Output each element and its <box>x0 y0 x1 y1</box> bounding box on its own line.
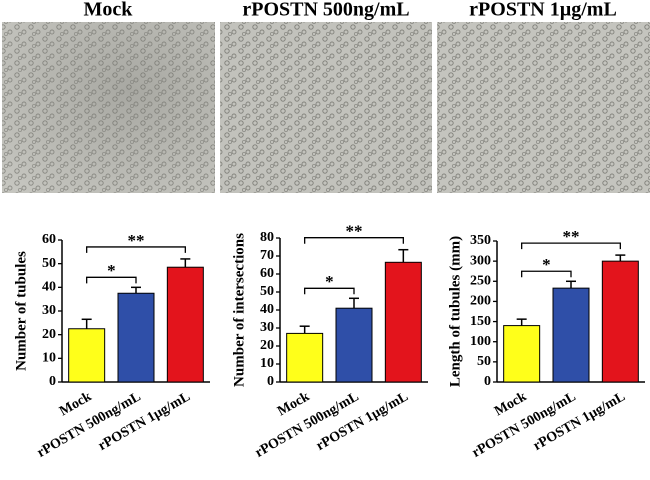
x-tick-label: Mock <box>57 389 94 419</box>
bar <box>286 332 324 383</box>
micrograph-cells <box>2 22 215 193</box>
y-tick-label: 40 <box>42 280 56 295</box>
y-tick-label: 0 <box>49 374 56 389</box>
significance-label: ** <box>346 222 363 241</box>
y-tick-label: 50 <box>42 256 56 271</box>
micrograph-cells <box>437 22 650 193</box>
y-tick-label: 300 <box>470 253 491 268</box>
significance-bracket <box>521 242 621 250</box>
y-tick-label: 150 <box>470 314 491 329</box>
y-tick-label: 10 <box>260 356 274 371</box>
significance-bracket <box>304 237 404 244</box>
significance-bracket <box>304 287 355 295</box>
x-tick-label: Mock <box>275 389 312 419</box>
y-tick-label: 350 <box>470 233 491 248</box>
x-tick-label: rPOSTN 1µg/mL <box>531 389 628 454</box>
y-tick-label: 10 <box>42 351 56 366</box>
significance-bracket <box>521 270 572 278</box>
y-tick-label: 0 <box>484 374 491 389</box>
significance-label: ** <box>563 227 580 246</box>
micrographs <box>2 22 650 193</box>
y-tick-label: 30 <box>260 320 274 335</box>
significance-label: * <box>107 261 116 280</box>
y-axis-label: Number of intersections <box>231 233 247 387</box>
x-tick-label: rPOSTN 1µg/mL <box>314 389 411 454</box>
y-tick-label: 20 <box>260 338 274 353</box>
bar <box>601 260 639 383</box>
y-tick-label: 70 <box>260 248 274 263</box>
y-tick-label: 50 <box>260 284 274 299</box>
y-tick-label: 40 <box>260 302 274 317</box>
bar <box>335 307 373 383</box>
y-tick-label: 200 <box>470 294 491 309</box>
significance-label: ** <box>128 231 145 250</box>
panel-title: rPOSTN 500ng/mL <box>242 0 409 21</box>
bar <box>117 292 155 383</box>
y-tick-label: 50 <box>477 354 491 369</box>
y-tick-label: 0 <box>267 374 274 389</box>
x-tick-label: Mock <box>492 389 529 419</box>
bar <box>503 325 541 383</box>
y-axis-label: Number of tubules <box>13 251 29 371</box>
y-tick-label: 20 <box>42 327 56 342</box>
y-tick-label: 100 <box>470 334 491 349</box>
panel-title: rPOSTN 1µg/mL <box>469 0 617 21</box>
y-tick-label: 80 <box>260 230 274 245</box>
y-tick-label: 250 <box>470 274 491 289</box>
significance-label: * <box>325 272 334 291</box>
x-tick-label: rPOSTN 1µg/mL <box>96 389 193 454</box>
significance-bracket <box>86 246 186 253</box>
y-tick-label: 30 <box>42 303 56 318</box>
bar <box>68 328 106 383</box>
y-axis-label: Length of tubules (mm) <box>447 236 463 387</box>
bar <box>552 287 590 383</box>
micrograph-cells <box>220 22 432 193</box>
y-tick-label: 60 <box>260 266 274 281</box>
panel-title: Mock <box>84 0 134 21</box>
y-tick-label: 60 <box>42 232 56 247</box>
significance-bracket <box>86 276 137 284</box>
bar <box>166 266 204 383</box>
bar <box>384 261 422 383</box>
significance-label: * <box>542 255 551 274</box>
